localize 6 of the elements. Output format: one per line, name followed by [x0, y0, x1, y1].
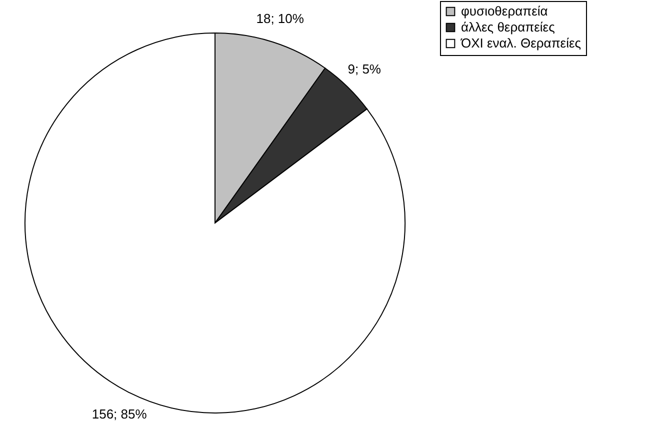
data-label: 156; 85%	[92, 406, 148, 422]
legend-label: άλλες θεραπείες	[461, 20, 555, 34]
legend-label: φυσιοθεραπεία	[461, 4, 548, 18]
legend-label: ΌΧΙ εναλ. Θεραπείες	[460, 36, 582, 50]
data-label: 9; 5%	[348, 62, 382, 77]
data-label: 18; 10%	[256, 11, 304, 26]
